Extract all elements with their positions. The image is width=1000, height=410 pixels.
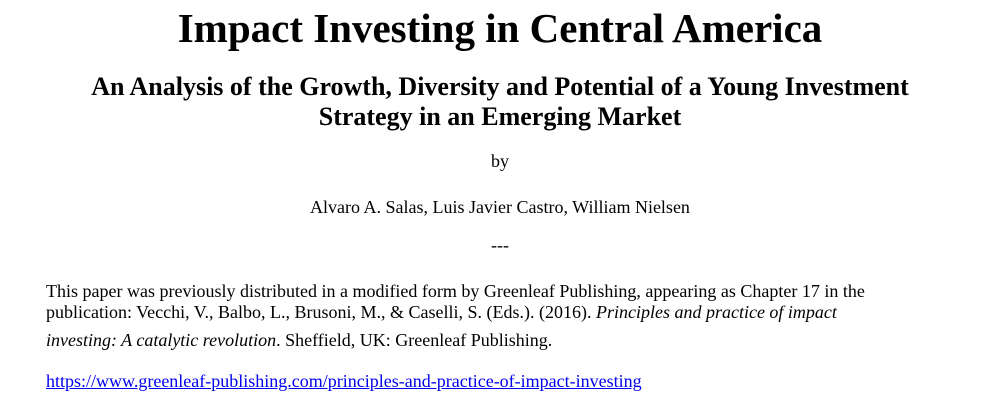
note-line-2: publication: Vecchi, V., Balbo, L., Brus… (46, 302, 837, 323)
note-line-1: This paper was previously distributed in… (46, 281, 865, 301)
note-line-3: investing: A catalytic revolution. Sheff… (46, 330, 552, 351)
separator: --- (491, 235, 509, 255)
document-subtitle-line-2: Strategy in an Emerging Market (318, 102, 682, 131)
note-publisher-text: . Sheffield, UK: Greenleaf Publishing. (276, 330, 553, 350)
document-subtitle-line-1: An Analysis of the Growth, Diversity and… (91, 72, 909, 101)
publisher-link[interactable]: https://www.greenleaf-publishing.com/pri… (46, 371, 642, 391)
note-book-title-part-1: Principles and practice of impact (595, 302, 837, 322)
by-label: by (491, 151, 509, 171)
authors: Alvaro A. Salas, Luis Javier Castro, Wil… (310, 197, 690, 217)
document-title: Impact Investing in Central America (177, 5, 823, 51)
note-book-title-part-2: investing: A catalytic revolution (46, 330, 277, 350)
note-citation-text: publication: Vecchi, V., Balbo, L., Brus… (46, 302, 596, 322)
